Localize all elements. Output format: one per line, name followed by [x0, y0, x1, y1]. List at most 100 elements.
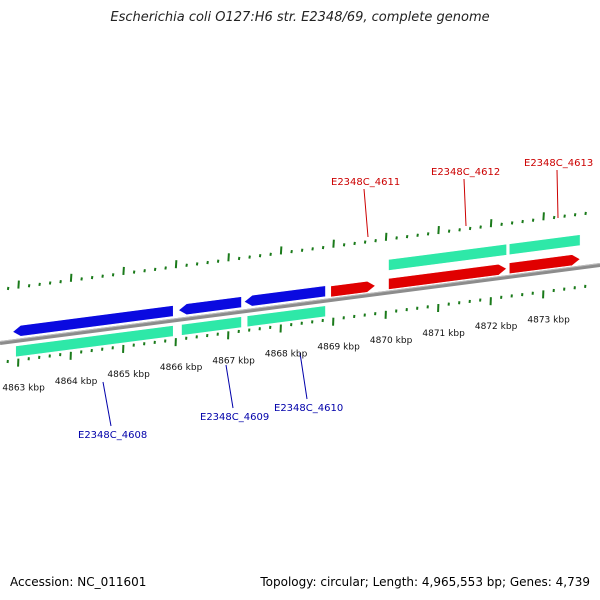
outer-major-tick — [69, 273, 73, 282]
outer-minor-tick — [143, 269, 146, 273]
outer-minor-tick — [216, 259, 220, 263]
cds-track — [15, 234, 581, 358]
outer-major-tick — [122, 266, 125, 276]
gene-labels: E2348C_4608 E2348C_4609 E2348C_4610 E2348C_… — [78, 158, 593, 441]
gene-label-E2348C_4613: E2348C_4613 — [524, 158, 593, 169]
cds-block-E2348C_4612 — [388, 243, 507, 271]
outer-major-tick — [174, 260, 178, 269]
tick-label-4863: 4863 kbp — [2, 384, 45, 394]
outer-minor-tick — [321, 245, 325, 250]
outer-minor-tick — [206, 260, 209, 265]
outer-minor-tick — [258, 254, 262, 258]
outer-minor-tick — [447, 229, 451, 233]
outer-minor-tick — [185, 263, 188, 267]
outer-minor-tick — [6, 286, 10, 291]
outer-major-tick — [332, 239, 335, 248]
leader-line-E2348C_4609 — [225, 364, 234, 409]
outer-minor-tick — [426, 232, 430, 236]
outer-minor-tick — [132, 270, 136, 274]
cds-block-E2348C_4609 — [181, 316, 242, 336]
outer-minor-tick — [395, 236, 398, 240]
outer-minor-tick — [510, 221, 514, 225]
tick-label-4865: 4865 kbp — [107, 370, 150, 380]
outer-major-tick — [227, 253, 230, 262]
gene-arrow-E2348C_4608 — [12, 305, 174, 337]
outer-major-tick — [279, 246, 283, 255]
outer-minor-tick — [80, 277, 83, 281]
gene-arrow-E2348C_4609 — [177, 296, 242, 316]
cds-block-E2348C_4608 — [15, 325, 174, 358]
page-title: Escherichia coli O127:H6 str. E2348/69, … — [110, 10, 490, 25]
outer-minor-tick — [563, 214, 566, 218]
outer-minor-tick — [416, 233, 419, 237]
gene-label-E2348C_4608: E2348C_4608 — [78, 430, 147, 441]
backbone-highlight — [0, 263, 600, 342]
cds-block-E2348C_4613 — [508, 234, 581, 256]
gene-arrow-E2348C_4611 — [330, 280, 376, 298]
outer-minor-tick — [59, 279, 62, 284]
gene-arrow-E2348C_4612 — [388, 263, 508, 290]
outer-minor-tick — [353, 241, 356, 246]
leader-line-E2348C_4613 — [556, 169, 559, 219]
tick-label-4873: 4873 kbp — [527, 315, 570, 325]
leader-line-E2348C_4608 — [102, 381, 112, 427]
tick-label-4866: 4866 kbp — [160, 363, 203, 373]
gene-label-E2348C_4610: E2348C_4610 — [274, 403, 343, 414]
outer-major-tick — [17, 280, 20, 289]
gene-track — [12, 254, 581, 337]
outer-tick-ring — [6, 211, 587, 291]
outer-minor-tick — [237, 256, 241, 261]
outer-minor-tick — [27, 284, 31, 288]
outer-minor-tick — [48, 281, 52, 285]
outer-minor-tick — [269, 252, 272, 257]
outer-major-tick — [542, 212, 545, 221]
tick-label-4868: 4868 kbp — [265, 349, 308, 359]
tick-label-4872: 4872 kbp — [475, 322, 518, 332]
outer-minor-tick — [531, 218, 535, 222]
outer-minor-tick — [468, 226, 472, 231]
outer-major-tick — [384, 232, 388, 241]
gene-label-E2348C_4612: E2348C_4612 — [431, 167, 500, 178]
accession-text: Accession: NC_011601 — [10, 575, 147, 589]
leader-line-E2348C_4610 — [299, 352, 308, 400]
tick-label-4867: 4867 kbp — [212, 356, 255, 366]
outer-minor-tick — [311, 247, 314, 251]
outer-minor-tick — [38, 282, 41, 287]
outer-minor-tick — [164, 266, 167, 270]
gene-label-E2348C_4609: E2348C_4609 — [200, 412, 269, 423]
outer-minor-tick — [374, 239, 377, 243]
tick-label-4871: 4871 kbp — [422, 329, 465, 339]
backbone-track — [0, 263, 600, 345]
outer-minor-tick — [195, 262, 199, 266]
outer-major-tick — [489, 219, 493, 228]
leader-line-E2348C_4611 — [363, 188, 369, 238]
outer-minor-tick — [458, 228, 461, 232]
inner-tick-ring — [6, 284, 587, 367]
tick-label-4864: 4864 kbp — [55, 377, 98, 387]
backbone-line — [0, 263, 600, 345]
outer-minor-tick — [405, 234, 409, 239]
gene-arrow-E2348C_4613 — [508, 254, 581, 275]
outer-minor-tick — [363, 240, 367, 244]
genome-summary-text: Topology: circular; Length: 4,965,553 bp… — [260, 575, 590, 589]
outer-minor-tick — [500, 222, 503, 226]
gene-label-E2348C_4611: E2348C_4611 — [331, 177, 400, 188]
gene-arrow-E2348C_4610 — [243, 285, 326, 307]
outer-minor-tick — [153, 267, 157, 272]
outer-minor-tick — [573, 213, 577, 217]
tick-label-4870: 4870 kbp — [370, 336, 413, 346]
outer-minor-tick — [90, 275, 94, 280]
outer-major-tick — [437, 225, 440, 235]
outer-minor-tick — [111, 273, 115, 277]
outer-minor-tick — [342, 243, 346, 247]
leader-line-E2348C_4612 — [463, 178, 467, 227]
outer-minor-tick — [248, 255, 251, 259]
outer-minor-tick — [479, 225, 482, 229]
outer-minor-tick — [552, 215, 556, 220]
outer-minor-tick — [521, 219, 524, 224]
outer-minor-tick — [290, 249, 293, 254]
outer-minor-tick — [300, 248, 304, 252]
outer-minor-tick — [584, 211, 587, 216]
tick-labels: 4863 kbp 4864 kbp 4865 kbp 4866 kbp 4867 kbp… — [2, 315, 570, 393]
